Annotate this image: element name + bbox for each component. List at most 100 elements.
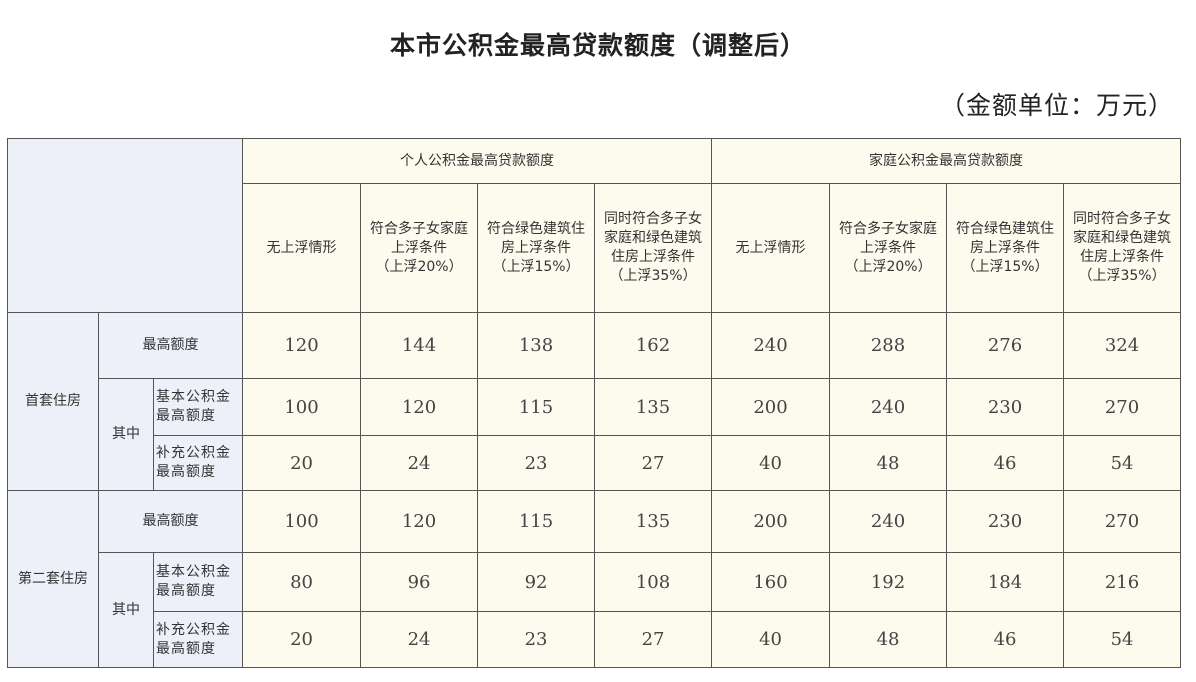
column-header: 符合多子女家庭 上浮条件 （上浮20%） bbox=[829, 183, 948, 313]
column-header: 符合绿色建筑住 房上浮条件 （上浮15%） bbox=[946, 183, 1065, 313]
row-label-basic: 基本公积金 最高额度 bbox=[152, 552, 244, 612]
column-header: 符合多子女家庭 上浮条件 （上浮20%） bbox=[360, 183, 479, 313]
value-cell: 120 bbox=[360, 490, 479, 553]
value-cell: 80 bbox=[242, 552, 362, 612]
corner-cell bbox=[6, 138, 244, 313]
column-header: 符合绿色建筑住 房上浮条件 （上浮15%） bbox=[477, 183, 596, 313]
row-label-basic: 基本公积金 最高额度 bbox=[152, 378, 244, 436]
table-row: 补充公积金 最高额度 20 24 23 27 40 48 46 54 bbox=[8, 435, 1182, 491]
value-cell: 48 bbox=[829, 435, 948, 491]
value-cell: 240 bbox=[829, 490, 948, 553]
value-cell: 120 bbox=[242, 312, 362, 379]
column-header: 无上浮情形 bbox=[711, 183, 831, 313]
cell-text: 房上浮条件 bbox=[970, 239, 1041, 256]
section-label: 首套住房 bbox=[7, 312, 99, 491]
cell-text: 20 bbox=[290, 452, 313, 474]
cell-text: 符合绿色建筑住 bbox=[487, 220, 586, 237]
cell-text: 230 bbox=[987, 396, 1023, 418]
value-cell: 135 bbox=[594, 378, 713, 436]
cell-text: 100 bbox=[284, 511, 319, 532]
header-row: 无上浮情形 符合多子女家庭 上浮条件 （上浮20%） 符合绿色建筑住 房上浮条件 （上浮15… bbox=[8, 183, 1182, 313]
cell-text: 无上浮情形 bbox=[735, 239, 806, 256]
value-cell: 162 bbox=[594, 312, 713, 379]
cell-text: 40 bbox=[759, 452, 782, 474]
value-cell: 200 bbox=[711, 490, 831, 553]
row-label-supp: 补充公积金 最高额度 bbox=[152, 435, 244, 491]
cell-text: 符合多子女家庭 bbox=[839, 220, 938, 237]
cell-text: 270 bbox=[1104, 396, 1140, 418]
cell-text: 200 bbox=[753, 396, 788, 418]
value-cell: 24 bbox=[360, 611, 479, 668]
value-cell: 270 bbox=[1063, 490, 1182, 553]
cell-text: 135 bbox=[635, 396, 671, 418]
value-cell: 288 bbox=[829, 312, 948, 379]
value-cell: 20 bbox=[242, 611, 362, 668]
cell-text: 27 bbox=[641, 452, 665, 474]
cell-text: 其中 bbox=[112, 426, 140, 442]
unit-note: （金额单位：万元） bbox=[939, 91, 1174, 120]
value-cell: 240 bbox=[829, 378, 948, 436]
cell-text: 120 bbox=[284, 335, 319, 356]
cell-text: 288 bbox=[870, 335, 906, 356]
column-header: 无上浮情形 bbox=[242, 183, 362, 313]
value-cell: 40 bbox=[711, 435, 831, 491]
value-cell: 270 bbox=[1063, 378, 1182, 436]
cell-text: 115 bbox=[518, 396, 554, 418]
cell-text: 住房上浮条件 bbox=[1080, 249, 1165, 265]
cell-text: 230 bbox=[987, 511, 1023, 532]
cell-text: 无上浮情形 bbox=[266, 239, 337, 256]
cell-text: 最高额度 bbox=[142, 513, 199, 529]
row-label-of-which: 其中 bbox=[98, 378, 154, 491]
value-cell: 108 bbox=[594, 552, 713, 612]
cell-text: 23 bbox=[524, 629, 548, 650]
cell-text: 160 bbox=[753, 571, 788, 593]
cell-text: 54 bbox=[1110, 629, 1134, 650]
column-header: 同时符合多子女 家庭和绿色建筑 住房上浮条件 （上浮35%） bbox=[1063, 183, 1182, 313]
cell-text: 240 bbox=[870, 511, 906, 532]
value-cell: 40 bbox=[711, 611, 831, 668]
value-cell: 276 bbox=[946, 312, 1065, 379]
cell-text: 184 bbox=[987, 571, 1023, 593]
table-row: 补充公积金 最高额度 20 24 23 27 40 48 46 54 bbox=[8, 611, 1182, 668]
cell-text: （上浮35%） bbox=[1078, 268, 1166, 284]
value-cell: 135 bbox=[594, 490, 713, 553]
cell-text: 23 bbox=[524, 452, 548, 474]
value-cell: 48 bbox=[829, 611, 948, 668]
cell-text: （上浮20%） bbox=[375, 258, 463, 275]
cell-text: 最高额度 bbox=[142, 337, 199, 353]
cell-text: 家庭和绿色建筑 bbox=[604, 230, 703, 246]
cell-text: 最高额度 bbox=[156, 640, 216, 657]
cell-text: 符合绿色建筑住 bbox=[956, 220, 1055, 237]
value-cell: 115 bbox=[477, 490, 596, 553]
value-cell: 20 bbox=[242, 435, 362, 491]
cell-text: 24 bbox=[407, 452, 431, 474]
loan-limit-table: 个人公积金最高贷款额度 家庭公积金最高贷款额度 无上浮情形 符合多子女家庭 上浮条件 （上… bbox=[6, 138, 1182, 668]
cell-text: 270 bbox=[1104, 511, 1140, 532]
cell-text: 48 bbox=[876, 629, 900, 650]
cell-text: 上浮条件 bbox=[391, 239, 448, 256]
cell-text: 54 bbox=[1110, 452, 1134, 474]
cell-text: 46 bbox=[993, 629, 1017, 650]
value-cell: 120 bbox=[360, 378, 479, 436]
value-cell: 92 bbox=[477, 552, 596, 612]
value-cell: 27 bbox=[594, 435, 713, 491]
cell-text: 48 bbox=[876, 452, 900, 474]
value-cell: 230 bbox=[946, 490, 1065, 553]
value-cell: 46 bbox=[946, 435, 1065, 491]
table-row: 其中 基本公积金 最高额度 80 96 92 108 160 192 184 216 bbox=[8, 552, 1182, 668]
cell-text: 补充公积金 bbox=[156, 445, 231, 461]
cell-text: 住房上浮条件 bbox=[611, 249, 696, 265]
cell-text: （上浮15%） bbox=[492, 258, 580, 275]
value-cell: 54 bbox=[1063, 435, 1182, 491]
value-cell: 216 bbox=[1063, 552, 1182, 612]
value-cell: 324 bbox=[1063, 312, 1182, 379]
cell-text: 100 bbox=[284, 396, 319, 418]
value-cell: 100 bbox=[242, 490, 362, 553]
value-cell: 138 bbox=[477, 312, 596, 379]
row-label-supp: 补充公积金 最高额度 bbox=[152, 611, 244, 668]
cell-text: （上浮20%） bbox=[844, 258, 932, 275]
cell-text: 96 bbox=[407, 571, 431, 593]
column-header: 同时符合多子女 家庭和绿色建筑 住房上浮条件 （上浮35%） bbox=[594, 183, 713, 313]
cell-text: 92 bbox=[524, 571, 548, 593]
cell-text: 第二套住房 bbox=[18, 570, 88, 587]
